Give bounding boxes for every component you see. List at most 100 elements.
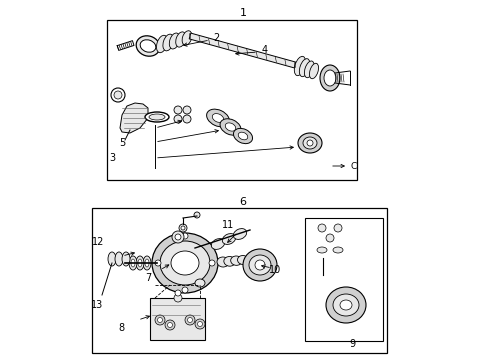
Text: 2: 2: [213, 33, 219, 43]
Circle shape: [185, 315, 195, 325]
Ellipse shape: [122, 252, 130, 266]
Text: C: C: [351, 162, 357, 171]
Ellipse shape: [225, 123, 236, 131]
Ellipse shape: [149, 114, 165, 120]
Ellipse shape: [298, 133, 322, 153]
Text: 10: 10: [269, 265, 281, 275]
Circle shape: [182, 233, 188, 239]
Ellipse shape: [171, 251, 199, 275]
Ellipse shape: [294, 57, 306, 76]
Ellipse shape: [160, 241, 210, 285]
Circle shape: [197, 321, 202, 327]
Ellipse shape: [129, 256, 137, 270]
Circle shape: [209, 260, 215, 266]
Text: 5: 5: [119, 138, 125, 148]
Ellipse shape: [299, 59, 310, 77]
Ellipse shape: [220, 119, 241, 135]
Circle shape: [174, 294, 182, 302]
Ellipse shape: [145, 112, 169, 122]
Circle shape: [155, 315, 165, 325]
Circle shape: [168, 323, 172, 328]
Ellipse shape: [222, 234, 236, 244]
Ellipse shape: [182, 31, 192, 45]
Circle shape: [175, 234, 181, 240]
Ellipse shape: [131, 259, 135, 267]
Ellipse shape: [224, 256, 236, 266]
Ellipse shape: [115, 252, 123, 266]
Circle shape: [157, 318, 163, 323]
Bar: [92, 208, 387, 353]
Circle shape: [334, 224, 342, 232]
Bar: [150, 298, 205, 340]
Circle shape: [182, 287, 188, 293]
Ellipse shape: [243, 249, 277, 281]
Circle shape: [174, 115, 182, 123]
Circle shape: [175, 290, 181, 296]
Ellipse shape: [140, 40, 156, 52]
Circle shape: [183, 115, 191, 123]
Circle shape: [114, 91, 122, 99]
Circle shape: [183, 106, 191, 114]
Ellipse shape: [195, 279, 205, 287]
Circle shape: [188, 318, 193, 323]
Text: 11: 11: [222, 220, 234, 230]
Polygon shape: [120, 103, 148, 133]
Text: 9: 9: [349, 339, 355, 349]
Text: 4: 4: [262, 45, 268, 55]
Ellipse shape: [317, 247, 327, 253]
Text: 3: 3: [109, 153, 115, 163]
Circle shape: [179, 224, 187, 232]
Ellipse shape: [211, 239, 225, 249]
Ellipse shape: [156, 35, 168, 53]
Text: 6: 6: [240, 197, 246, 207]
Ellipse shape: [138, 259, 142, 267]
Circle shape: [155, 260, 161, 266]
Ellipse shape: [304, 61, 314, 78]
Circle shape: [326, 234, 334, 242]
Ellipse shape: [238, 132, 248, 140]
Circle shape: [174, 106, 182, 114]
Text: 12: 12: [92, 237, 104, 247]
Circle shape: [318, 224, 326, 232]
Circle shape: [111, 88, 125, 102]
Circle shape: [165, 320, 175, 330]
Ellipse shape: [176, 32, 186, 47]
Ellipse shape: [333, 294, 359, 316]
Ellipse shape: [333, 247, 343, 253]
Polygon shape: [189, 33, 296, 68]
Ellipse shape: [143, 256, 151, 270]
Circle shape: [194, 212, 200, 218]
Ellipse shape: [303, 137, 317, 149]
Ellipse shape: [249, 255, 271, 275]
Circle shape: [181, 226, 185, 230]
Text: 8: 8: [118, 323, 124, 333]
Ellipse shape: [340, 300, 352, 310]
Ellipse shape: [233, 229, 246, 239]
Ellipse shape: [233, 129, 252, 144]
Circle shape: [172, 231, 184, 243]
Ellipse shape: [320, 65, 340, 91]
Ellipse shape: [324, 70, 336, 86]
Ellipse shape: [231, 256, 242, 265]
Ellipse shape: [108, 252, 116, 266]
Ellipse shape: [136, 36, 160, 56]
Ellipse shape: [136, 256, 144, 270]
Ellipse shape: [163, 34, 173, 51]
Ellipse shape: [310, 63, 318, 79]
Ellipse shape: [152, 233, 218, 293]
Ellipse shape: [145, 259, 149, 267]
Ellipse shape: [170, 33, 180, 49]
Bar: [305, 218, 383, 341]
Ellipse shape: [255, 260, 265, 270]
Ellipse shape: [307, 140, 313, 146]
Ellipse shape: [238, 256, 248, 265]
Ellipse shape: [212, 113, 224, 122]
Bar: [107, 20, 357, 180]
Ellipse shape: [217, 257, 229, 267]
Text: 1: 1: [240, 8, 246, 18]
Ellipse shape: [207, 109, 229, 127]
Circle shape: [195, 319, 205, 329]
Text: 13: 13: [91, 300, 103, 310]
Ellipse shape: [326, 287, 366, 323]
Text: 7: 7: [145, 273, 151, 283]
